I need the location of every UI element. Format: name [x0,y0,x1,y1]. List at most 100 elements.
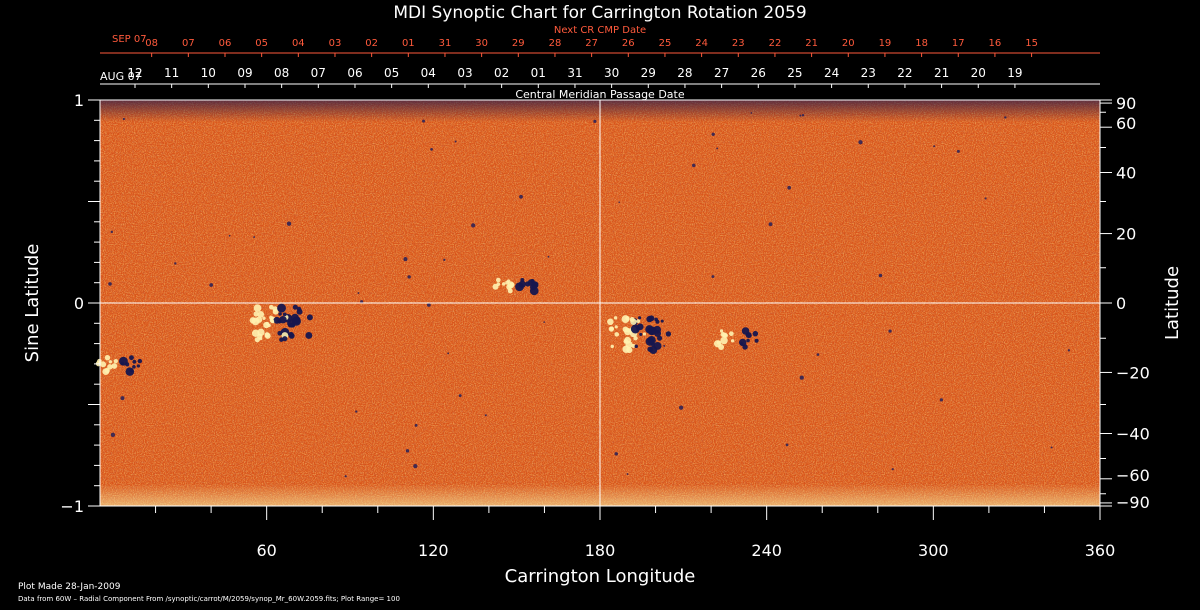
next-date-label: 20 [842,38,855,49]
negative-polarity-spot [741,327,750,335]
positive-polarity-spot [624,336,632,344]
positive-polarity-spot [719,329,724,333]
next-date-label: 30 [475,38,488,49]
positive-polarity-spot [259,337,263,341]
negative-polarity-spot [529,284,537,291]
x-tick-label: 240 [751,541,782,560]
magnetic-feature [543,321,546,323]
next-date-label: 26 [622,38,635,49]
magnetic-feature [253,236,256,238]
cmp-date-label: 03 [457,66,472,80]
positive-polarity-spot [607,318,614,326]
positive-polarity-spot [113,358,118,364]
cmp-date-label: 26 [751,66,766,80]
negative-polarity-spot [660,319,664,323]
y-axis-left: 1 0 −1 [60,91,100,516]
next-date-label: 01 [402,38,415,49]
negative-polarity-spot [525,281,531,287]
negative-polarity-spot [278,312,282,316]
magnetic-feature [711,132,715,136]
negative-polarity-spot [655,319,660,324]
magnetic-feature [458,394,462,398]
cmp-date-label: 21 [934,66,949,80]
next-date-label: 18 [915,38,928,49]
positive-polarity-spot [262,316,266,320]
positive-polarity-spot [630,318,637,325]
x-axis: 60 120 180 240 300 360 [155,506,1115,560]
cmp-month-label: AUG 07 [100,70,142,83]
magnetic-feature [110,230,114,234]
magnetic-feature [110,432,116,438]
next-date-label: 21 [805,38,818,49]
positive-polarity-spot [104,367,110,374]
magnetic-feature [888,329,892,333]
magnetic-feature [357,292,360,294]
positive-polarity-spot [104,354,111,361]
cmp-date-label: 23 [861,66,876,80]
magnetic-feature [626,473,629,475]
negative-polarity-spot [132,359,137,364]
magnetic-feature [484,414,487,417]
negative-polarity-spot [634,344,638,349]
magnetic-feature [768,222,773,227]
cmp-date-label: 27 [714,66,729,80]
y-right-tick-label: 90 [1116,94,1136,113]
next-date-label: 27 [585,38,598,49]
x-tick-label: 180 [585,541,616,560]
magnetic-feature [801,114,805,117]
magnetic-feature [413,463,418,469]
positive-polarity-spot [610,344,614,349]
positive-polarity-spot [253,304,262,312]
next-month-label: SEP 07 [112,34,147,45]
next-date-label: 15 [1025,38,1038,49]
negative-polarity-spot [129,355,134,361]
negative-polarity-spot [518,280,526,288]
negative-polarity-spot [125,362,130,367]
negative-polarity-spot [648,327,656,336]
cmp-date-label: 04 [421,66,436,80]
magnetic-feature [933,145,936,148]
magnetic-feature [355,410,358,413]
y-axis-label-left: Sine Latitude [22,244,43,363]
cmp-date-label: 29 [641,66,656,80]
magnetic-feature [799,375,804,380]
negative-polarity-spot [120,362,124,366]
magnetic-feature [422,119,426,123]
positive-polarity-spot [257,311,265,318]
negative-polarity-spot [288,322,293,328]
positive-polarity-spot [613,316,618,320]
cmp-date-label: 19 [1007,66,1022,80]
magnetic-feature [108,282,112,286]
y-left-tick-label: 0 [74,294,84,313]
magnetic-feature [787,185,792,190]
cmp-date-label: 28 [677,66,692,80]
positive-polarity-spot [506,284,512,290]
magnetic-feature [678,405,684,410]
magnetic-feature [878,273,883,278]
next-date-label: 31 [439,38,452,49]
positive-polarity-spot [720,336,728,345]
magnetic-feature [403,257,408,262]
y-right-tick-label: 0 [1116,294,1126,313]
next-date-label: 22 [769,38,782,49]
negative-polarity-spot [647,336,656,345]
cmp-date-label: 06 [347,66,362,80]
next-date-label: 08 [145,38,158,49]
positive-polarity-spot [633,335,638,341]
magnetic-feature [471,223,476,228]
active-regions [95,112,1071,478]
negative-polarity-spot [665,331,672,337]
cmp-date-label: 07 [311,66,326,80]
negative-polarity-spot [282,312,287,317]
next-date-label: 02 [365,38,378,49]
magnetic-feature [858,140,863,145]
magnetic-feature [593,119,597,123]
next-date-label: 17 [952,38,965,49]
cmp-date-label: 08 [274,66,289,80]
next-date-label: 03 [329,38,342,49]
magnetic-feature [1067,349,1071,352]
y-axis-label-right: Latitude [1162,266,1183,340]
negative-polarity-spot [747,333,752,338]
